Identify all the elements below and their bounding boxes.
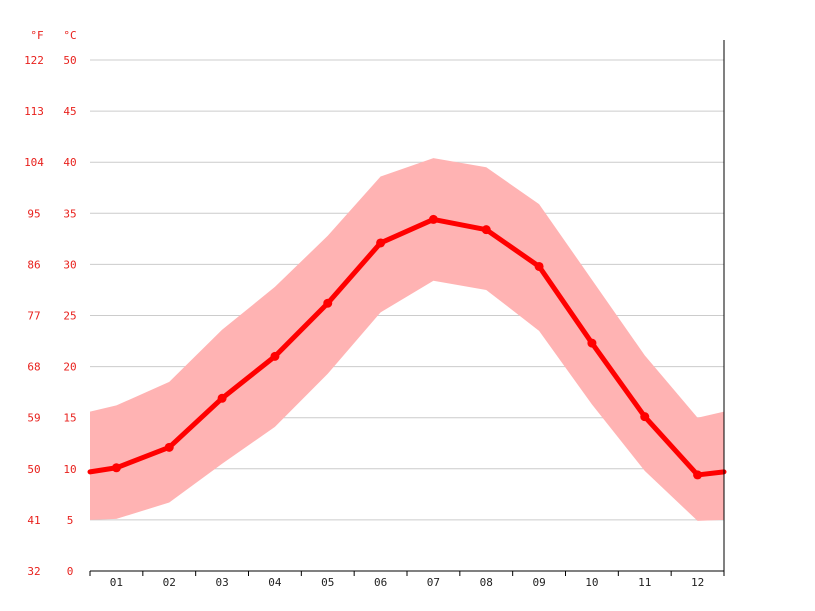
y-tick-label-celsius: 5 <box>67 514 74 527</box>
y-tick-label-celsius: 30 <box>63 258 76 271</box>
x-tick-label: 02 <box>163 576 176 589</box>
y-tick-label-fahrenheit: 86 <box>27 258 40 271</box>
x-tick-label: 08 <box>480 576 493 589</box>
average-temperature-point <box>481 225 491 235</box>
x-tick-label: 06 <box>374 576 387 589</box>
y-tick-label-celsius: 50 <box>63 54 76 67</box>
average-temperature-point <box>270 351 280 361</box>
y-tick-label-celsius: 10 <box>63 463 76 476</box>
y-tick-label-fahrenheit: 32 <box>27 565 40 578</box>
range-band-layer <box>90 158 724 521</box>
average-temperature-point <box>323 298 333 308</box>
x-tick-label: 03 <box>215 576 228 589</box>
y-tick-label-fahrenheit: 50 <box>27 463 40 476</box>
y-tick-label-celsius: 25 <box>63 310 76 323</box>
average-temperature-point <box>217 393 227 403</box>
y-tick-label-celsius: 45 <box>63 105 76 118</box>
y-tick-label-celsius: 15 <box>63 412 76 425</box>
y-tick-label-fahrenheit: 59 <box>27 412 40 425</box>
y-tick-label-fahrenheit: 68 <box>27 361 40 374</box>
average-temperature-line <box>87 216 727 478</box>
average-temperature-point <box>640 412 650 422</box>
x-tick-label: 05 <box>321 576 334 589</box>
x-tick-label: 01 <box>110 576 123 589</box>
x-tick-label: 12 <box>691 576 704 589</box>
axes <box>89 40 725 576</box>
celsius-unit-label: °C <box>63 29 76 42</box>
average-temperature-point <box>693 470 703 480</box>
y-tick-label-celsius: 0 <box>67 565 74 578</box>
average-points-layer <box>111 214 703 480</box>
x-tick-label: 10 <box>585 576 598 589</box>
x-tick-label: 04 <box>268 576 282 589</box>
y-tick-label-fahrenheit: 77 <box>27 310 40 323</box>
temperature-range-band <box>90 158 724 521</box>
average-temperature-point <box>376 238 386 248</box>
x-tick-label: 09 <box>532 576 545 589</box>
y-tick-label-fahrenheit: 104 <box>24 156 44 169</box>
y-tick-label-celsius: 20 <box>63 361 76 374</box>
y-tick-label-celsius: 40 <box>63 156 76 169</box>
average-temperature-point <box>111 463 121 473</box>
tick-labels: °F °C 0 32 5 41 10 50 15 59 20 68 25 77 30 86 35 95 40 10… <box>24 29 704 589</box>
y-tick-label-fahrenheit: 122 <box>24 54 44 67</box>
fahrenheit-unit-label: °F <box>30 29 43 42</box>
average-temperature-point <box>428 214 438 224</box>
average-temperature-point <box>587 338 597 348</box>
y-tick-label-fahrenheit: 113 <box>24 105 44 118</box>
x-tick-label: 11 <box>638 576 651 589</box>
average-temperature-point <box>534 261 544 271</box>
average-temperature-point <box>164 442 174 452</box>
y-tick-label-fahrenheit: 95 <box>27 207 40 220</box>
x-tick-label: 07 <box>427 576 440 589</box>
y-tick-label-fahrenheit: 41 <box>27 514 40 527</box>
average-line-layer <box>87 216 727 478</box>
y-tick-label-celsius: 35 <box>63 207 76 220</box>
